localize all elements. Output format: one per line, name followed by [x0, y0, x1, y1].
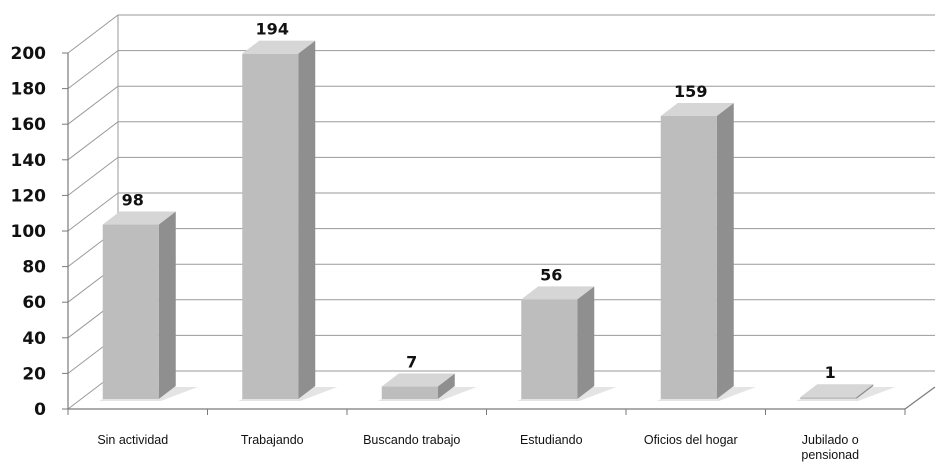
bar-side	[298, 40, 316, 400]
y-tick-label: 20	[22, 364, 46, 384]
x-tick-label: Jubilado o pensionad	[801, 433, 859, 462]
bar	[238, 40, 338, 401]
gridline	[67, 228, 935, 267]
y-tick-label: 120	[11, 186, 47, 206]
y-tick-label: 180	[11, 80, 47, 100]
chart-axes	[62, 15, 936, 415]
gridline	[67, 192, 935, 232]
bar-side	[716, 102, 734, 399]
y-tick-label: 40	[22, 329, 46, 349]
bar-front	[800, 397, 857, 399]
gridline	[67, 156, 935, 196]
bar	[796, 384, 896, 401]
bar-front	[521, 299, 578, 399]
bar-front	[660, 115, 717, 399]
bar-side	[437, 373, 455, 399]
bar-front	[102, 224, 159, 399]
bar-top	[242, 40, 316, 54]
gridline	[67, 299, 935, 339]
gridline	[67, 121, 935, 161]
gridline	[67, 85, 935, 125]
data-labels: 98 194 7 56 159 1	[122, 20, 836, 383]
data-label: 7	[406, 353, 417, 372]
y-tick-label: 80	[22, 258, 46, 278]
y-tick-label: 0	[34, 400, 46, 420]
bar	[656, 102, 756, 401]
gridline	[67, 334, 935, 374]
y-tick-label: 60	[22, 293, 46, 313]
chart-bars	[98, 40, 896, 401]
bar	[517, 286, 617, 401]
bar-top	[521, 286, 595, 300]
gridline	[67, 50, 935, 89]
data-label: 56	[540, 265, 562, 284]
bar-side	[158, 211, 176, 399]
data-label: 1	[825, 363, 836, 382]
bar-front	[381, 386, 438, 399]
x-tick-label: Sin actividad	[97, 433, 168, 447]
data-label: 194	[256, 20, 289, 39]
bar-side	[577, 286, 595, 399]
gridline	[67, 370, 935, 410]
gridline	[67, 263, 935, 303]
x-axis-labels: Sin actividad Trabajando Buscando trabajo E…	[97, 433, 859, 462]
bar-top	[102, 211, 176, 225]
floor-edge	[904, 386, 936, 410]
y-axis-ticks: 0 20 40 60 80 100 120 140 160 180 200	[11, 44, 47, 420]
gridline	[67, 14, 935, 54]
data-label: 159	[674, 82, 707, 101]
bar-top	[660, 102, 734, 116]
bar	[377, 373, 477, 401]
y-tick-label: 200	[11, 44, 47, 64]
data-label: 98	[122, 191, 144, 210]
bar	[98, 211, 198, 401]
y-tick-label: 140	[11, 151, 47, 171]
x-tick-label: Oficios del hogar	[644, 433, 738, 447]
y-tick-label: 100	[11, 222, 47, 242]
x-tick-label: Buscando trabajo	[363, 433, 460, 447]
x-tick-label: Estudiando	[520, 433, 583, 447]
bar-top	[800, 384, 874, 398]
chart-gridlines	[67, 14, 935, 410]
y-tick-label: 160	[11, 115, 47, 135]
x-tick-label: Trabajando	[241, 433, 304, 447]
bar-top	[381, 373, 455, 387]
bar-front	[242, 53, 299, 400]
bar-side	[856, 384, 874, 399]
